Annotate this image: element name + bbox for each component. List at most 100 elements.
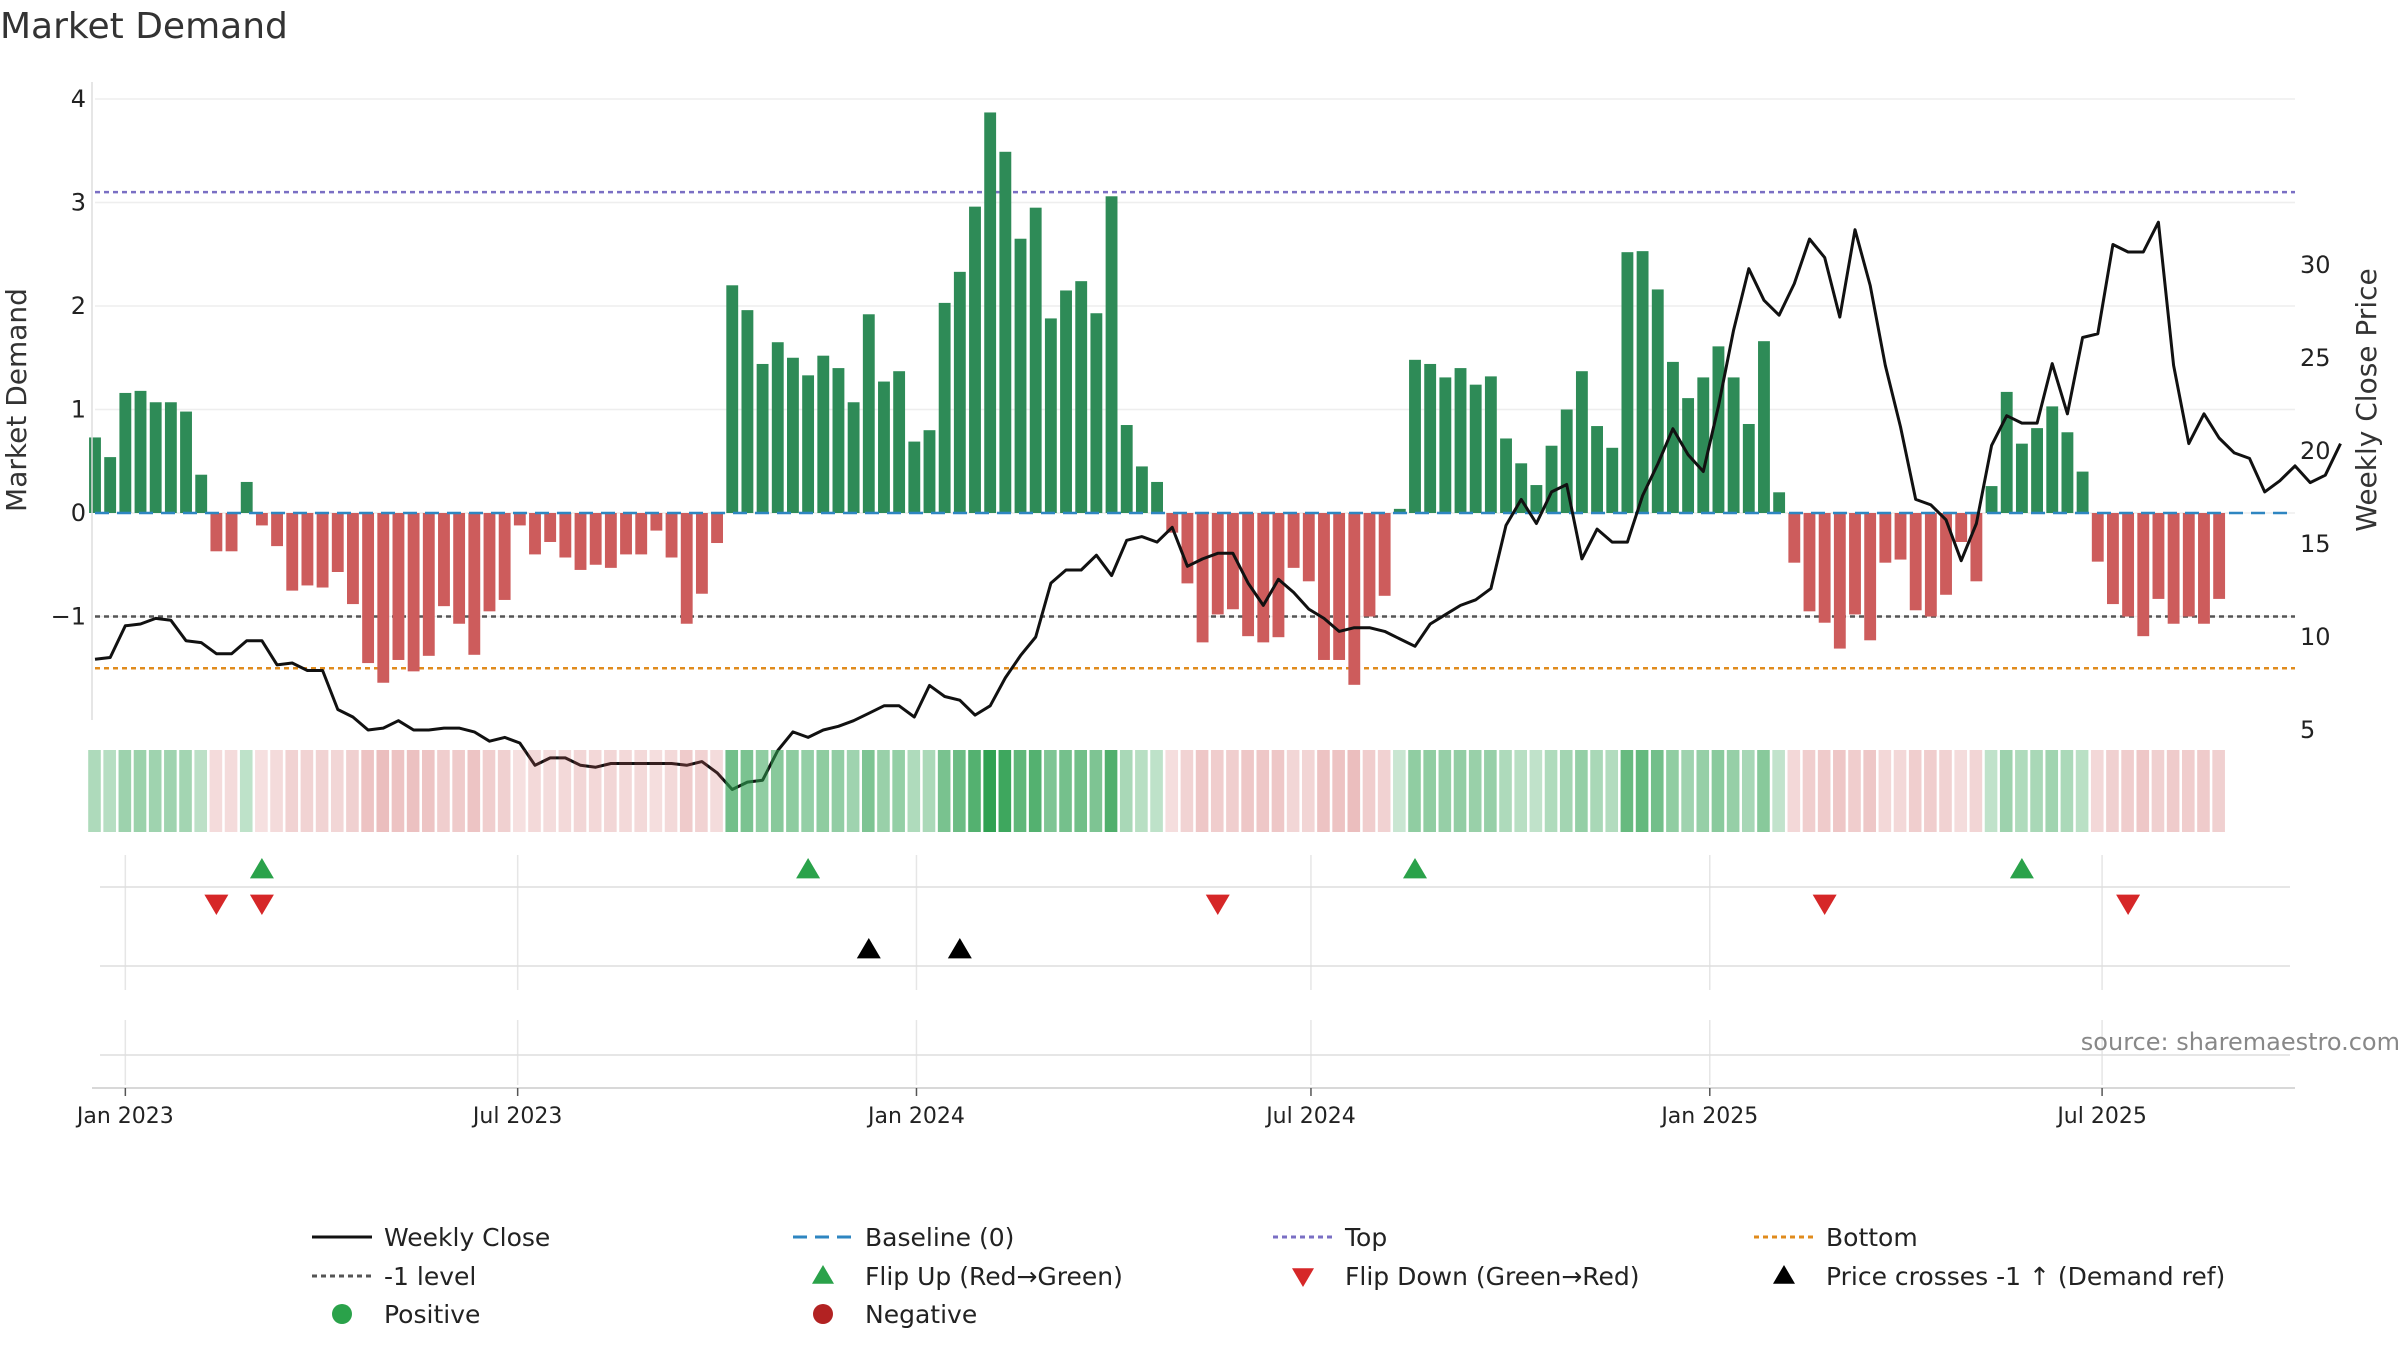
x-tick-label: Jul 2025: [2055, 1104, 2147, 1129]
demand-bar: [1833, 513, 1846, 649]
heat-cell: [528, 750, 541, 832]
heat-cell: [194, 750, 208, 832]
demand-bar: [119, 392, 132, 513]
heat-cell: [1939, 750, 1952, 832]
demand-bar: [2167, 513, 2180, 624]
weekly-close-series: [94, 220, 2342, 791]
heat-cell: [2151, 750, 2165, 832]
reference-lines: [95, 190, 2295, 670]
demand-bar: [1803, 513, 1816, 612]
heat-cell: [937, 750, 951, 832]
heat-cell: [740, 750, 754, 832]
demand-bar: [2122, 513, 2135, 617]
demand-bar: [953, 271, 966, 513]
demand-bar: [589, 513, 602, 565]
legend-label: Positive: [384, 1300, 480, 1329]
heat-cell: [482, 750, 496, 832]
heat-cell: [1559, 750, 1573, 832]
demand-bar: [1560, 409, 1573, 513]
demand-bar: [1242, 513, 1255, 637]
axes: −1 0 1 2 3 4 5 10 15 20 25 30: [51, 82, 2331, 744]
heat-cell: [786, 750, 799, 832]
y2-tick-label: 25: [2300, 344, 2331, 372]
event-markers: [100, 858, 2290, 1056]
demand-bar: [650, 513, 663, 531]
demand-bar: [1272, 513, 1285, 638]
heat-cell: [2075, 750, 2089, 832]
legend-entry-minus_one: -1 level: [312, 1262, 476, 1291]
x-tick-label: Jul 2024: [1264, 1104, 1356, 1129]
y2-axis-label: Weekly Close Price: [2350, 268, 2383, 531]
demand-bar: [240, 481, 253, 513]
demand-bar: [210, 513, 223, 552]
demand-bar: [1773, 492, 1786, 513]
demand-bar: [878, 381, 890, 513]
heat-cell: [239, 750, 253, 832]
demand-bar: [1105, 196, 1118, 514]
heat-cell: [1817, 750, 1831, 832]
heat-cell: [816, 750, 830, 832]
demand-bar: [1120, 425, 1133, 513]
heat-cell: [437, 750, 450, 832]
demand-bar: [1879, 513, 1892, 563]
heat-cell: [2030, 750, 2043, 832]
demand-bar: [164, 402, 177, 513]
flip-down-marker: [2116, 894, 2141, 915]
y-tick-label: 3: [71, 189, 86, 217]
demand-bar: [665, 513, 678, 558]
demand-bar: [1318, 513, 1330, 660]
heat-cell: [1241, 750, 1254, 832]
heat-cell: [1362, 750, 1376, 832]
demand-bar: [407, 513, 420, 672]
heat-cell: [1544, 750, 1558, 832]
heat-cell: [953, 750, 966, 832]
heat-cell: [330, 750, 344, 832]
heat-cell: [209, 750, 223, 832]
heat-cell: [315, 750, 329, 832]
heat-cell: [1438, 750, 1452, 832]
demand-bar: [1788, 513, 1801, 563]
heat-cell: [1741, 750, 1755, 832]
demand-bar: [1849, 513, 1861, 615]
heat-cell: [1104, 750, 1118, 832]
demand-bar: [2046, 406, 2059, 513]
heat-cell: [1044, 750, 1057, 832]
heat-cell: [361, 750, 374, 832]
legend-label: Flip Up (Red→Green): [865, 1262, 1123, 1291]
demand-bar: [832, 368, 845, 513]
heat-cell: [1317, 750, 1330, 832]
demand-bar: [1909, 513, 1922, 611]
legend-label: Negative: [865, 1300, 977, 1329]
heat-cell: [1999, 750, 2013, 832]
demand-bar: [680, 513, 693, 624]
heat-cell: [922, 750, 936, 832]
y2-tick-label: 20: [2300, 437, 2331, 465]
demand-bar: [134, 390, 147, 513]
demand-bar: [2213, 513, 2226, 599]
x-tick-label: Jan 2024: [866, 1104, 965, 1129]
demand-bar: [2137, 513, 2150, 637]
legend-label: Price crosses -1 ↑ (Demand ref): [1826, 1262, 2225, 1291]
heat-cell: [270, 750, 283, 832]
heat-cell: [892, 750, 905, 832]
demand-bar: [1409, 359, 1421, 513]
demand-bar: [513, 513, 526, 526]
demand-bar: [1985, 486, 1998, 513]
heat-cell: [1620, 750, 1634, 832]
demand-bar: [893, 371, 906, 513]
heat-cell: [1332, 750, 1345, 832]
source-label: source: sharemaestro.com: [2081, 1028, 2400, 1056]
demand-bar: [635, 513, 648, 555]
y-axis-label: Market Demand: [0, 288, 33, 512]
heat-cell: [1787, 750, 1801, 832]
heat-cell: [2181, 750, 2195, 832]
demand-bar: [362, 513, 375, 664]
heat-cell: [1453, 750, 1467, 832]
demand-bar: [1029, 207, 1042, 514]
flip-up-marker: [249, 858, 274, 879]
demand-bar: [1166, 513, 1179, 533]
heat-cell: [2166, 750, 2180, 832]
heat-cell: [619, 750, 632, 832]
heat-cell: [1696, 750, 1710, 832]
